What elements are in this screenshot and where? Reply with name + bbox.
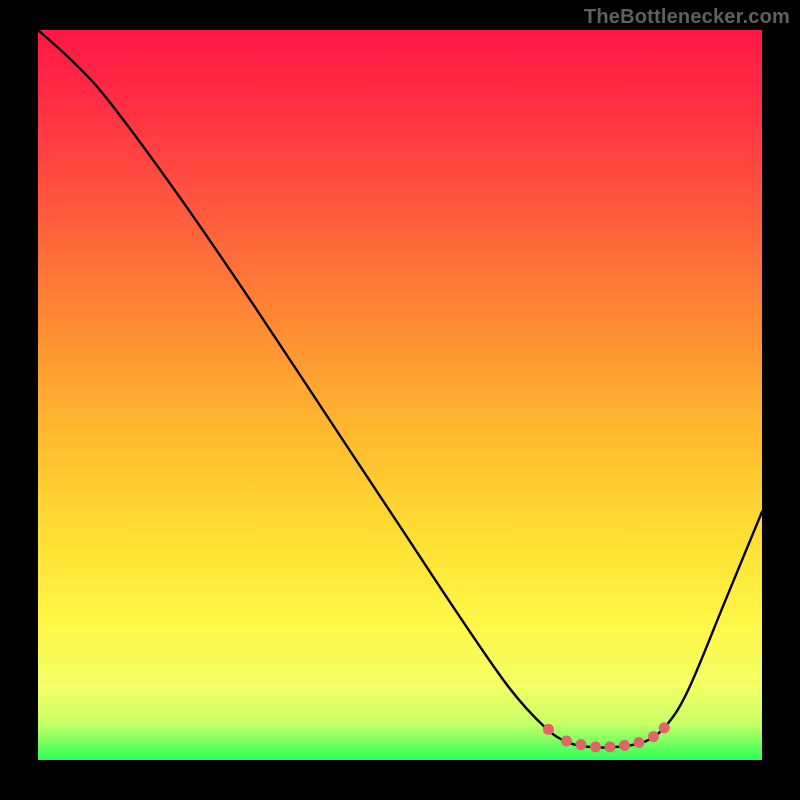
marker-dot <box>590 741 601 752</box>
watermark-text: TheBottlenecker.com <box>584 6 790 29</box>
marker-dot <box>604 741 615 752</box>
plot-background <box>38 30 762 760</box>
marker-dot <box>633 737 644 748</box>
marker-dot <box>561 736 572 747</box>
marker-dot <box>619 740 630 751</box>
marker-dot <box>543 724 554 735</box>
marker-dot <box>576 739 587 750</box>
chart-container: TheBottlenecker.com <box>0 0 800 800</box>
marker-dot <box>648 731 659 742</box>
marker-dot <box>659 722 670 733</box>
bottleneck-chart <box>0 0 800 800</box>
